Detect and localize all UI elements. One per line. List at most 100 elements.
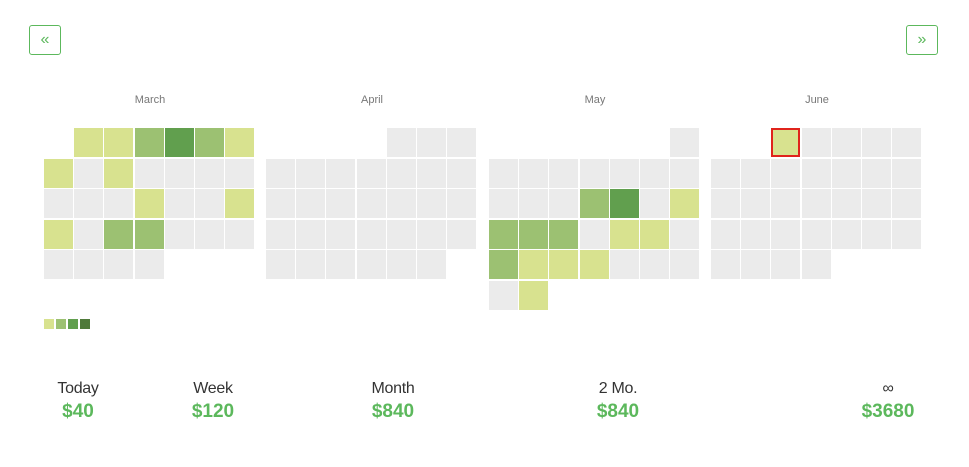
day-cell[interactable]	[104, 128, 134, 157]
day-cell[interactable]	[225, 219, 255, 249]
day-cell[interactable]	[892, 189, 922, 218]
next-button[interactable]: »	[906, 25, 938, 55]
day-cell[interactable]	[134, 189, 164, 218]
day-cell[interactable]	[519, 280, 549, 310]
day-cell[interactable]	[711, 189, 740, 218]
day-cell[interactable]	[640, 250, 669, 279]
day-cell[interactable]	[44, 189, 73, 218]
day-cell[interactable]	[741, 250, 771, 279]
day-cell[interactable]	[489, 219, 518, 249]
day-cell[interactable]	[447, 219, 477, 249]
day-cell[interactable]	[609, 158, 639, 188]
day-cell[interactable]	[104, 158, 134, 188]
day-cell[interactable]	[447, 189, 477, 218]
day-cell[interactable]	[447, 128, 477, 157]
day-cell[interactable]	[640, 219, 669, 249]
day-cell[interactable]	[670, 158, 700, 188]
day-cell[interactable]	[44, 158, 73, 188]
day-cell[interactable]	[164, 158, 194, 188]
day-cell[interactable]	[771, 219, 801, 249]
day-cell[interactable]	[711, 158, 740, 188]
day-cell[interactable]	[74, 250, 104, 279]
day-cell[interactable]	[104, 189, 134, 218]
day-cell[interactable]	[489, 250, 518, 279]
day-cell[interactable]	[74, 158, 104, 188]
day-cell[interactable]	[266, 250, 295, 279]
day-cell[interactable]	[801, 128, 831, 157]
day-cell[interactable]	[326, 250, 356, 279]
day-cell[interactable]	[519, 250, 549, 279]
day-cell[interactable]	[296, 189, 326, 218]
day-cell[interactable]	[134, 219, 164, 249]
day-cell[interactable]	[549, 250, 579, 279]
day-cell[interactable]	[386, 158, 416, 188]
day-cell[interactable]	[489, 158, 518, 188]
day-cell[interactable]	[640, 158, 669, 188]
day-cell[interactable]	[489, 280, 518, 310]
day-cell[interactable]	[164, 219, 194, 249]
day-cell[interactable]	[356, 250, 386, 279]
day-cell[interactable]	[549, 189, 579, 218]
day-cell[interactable]	[134, 158, 164, 188]
day-cell[interactable]	[296, 158, 326, 188]
day-cell[interactable]	[44, 219, 73, 249]
day-cell[interactable]	[417, 219, 446, 249]
day-cell[interactable]	[771, 158, 801, 188]
day-cell[interactable]	[609, 189, 639, 218]
day-cell[interactable]	[417, 250, 446, 279]
day-cell[interactable]	[670, 189, 700, 218]
day-cell[interactable]	[801, 158, 831, 188]
day-cell[interactable]	[447, 158, 477, 188]
day-cell[interactable]	[356, 219, 386, 249]
day-cell[interactable]	[417, 189, 446, 218]
day-cell[interactable]	[892, 219, 922, 249]
day-cell[interactable]	[489, 189, 518, 218]
day-cell[interactable]	[195, 158, 224, 188]
day-cell[interactable]	[549, 219, 579, 249]
day-cell[interactable]	[892, 158, 922, 188]
day-cell[interactable]	[711, 219, 740, 249]
day-cell[interactable]	[831, 158, 861, 188]
day-cell[interactable]	[164, 189, 194, 218]
day-cell[interactable]	[225, 189, 255, 218]
day-cell[interactable]	[74, 219, 104, 249]
day-cell[interactable]	[670, 128, 700, 157]
day-cell[interactable]	[44, 250, 73, 279]
day-cell[interactable]	[579, 189, 609, 218]
day-cell[interactable]	[579, 250, 609, 279]
day-cell[interactable]	[640, 189, 669, 218]
day-cell[interactable]	[771, 250, 801, 279]
day-cell[interactable]	[326, 219, 356, 249]
day-cell[interactable]	[195, 128, 224, 157]
day-cell[interactable]	[134, 128, 164, 157]
day-cell[interactable]	[609, 250, 639, 279]
day-cell[interactable]	[741, 219, 771, 249]
day-cell[interactable]	[862, 128, 891, 157]
day-cell[interactable]	[519, 158, 549, 188]
day-cell[interactable]	[225, 128, 255, 157]
day-cell[interactable]	[356, 158, 386, 188]
day-cell[interactable]	[326, 158, 356, 188]
day-cell[interactable]	[670, 250, 700, 279]
day-cell[interactable]	[831, 128, 861, 157]
day-cell[interactable]	[195, 219, 224, 249]
day-cell[interactable]	[225, 158, 255, 188]
day-cell-selected[interactable]	[771, 128, 801, 157]
day-cell[interactable]	[104, 219, 134, 249]
day-cell[interactable]	[519, 189, 549, 218]
day-cell[interactable]	[417, 158, 446, 188]
day-cell[interactable]	[296, 219, 326, 249]
day-cell[interactable]	[609, 219, 639, 249]
day-cell[interactable]	[862, 158, 891, 188]
day-cell[interactable]	[386, 189, 416, 218]
day-cell[interactable]	[771, 189, 801, 218]
day-cell[interactable]	[892, 128, 922, 157]
day-cell[interactable]	[296, 250, 326, 279]
day-cell[interactable]	[417, 128, 446, 157]
day-cell[interactable]	[579, 219, 609, 249]
day-cell[interactable]	[711, 250, 740, 279]
day-cell[interactable]	[579, 158, 609, 188]
day-cell[interactable]	[326, 189, 356, 218]
day-cell[interactable]	[831, 189, 861, 218]
day-cell[interactable]	[386, 219, 416, 249]
